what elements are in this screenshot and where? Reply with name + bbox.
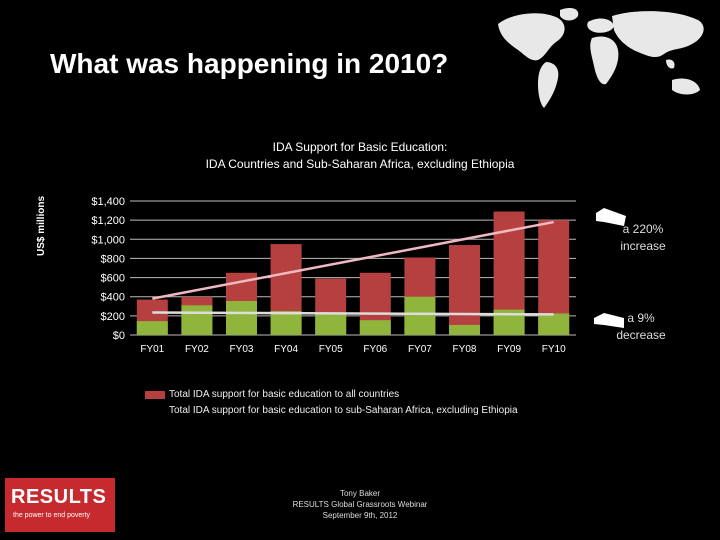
arrow-icon xyxy=(594,313,624,328)
y-tick-label: $200 xyxy=(101,311,125,323)
chart-title: IDA Support for Basic Education: xyxy=(272,140,448,154)
credit-event: RESULTS Global Grassroots Webinar xyxy=(292,500,428,509)
logo-tagline: the power to end poverty xyxy=(13,512,91,519)
presenter-credit: Tony Baker RESULTS Global Grassroots Web… xyxy=(260,488,460,521)
slide-title: What was happening in 2010? xyxy=(50,48,449,79)
chart-legend: Total IDA support for basic education to… xyxy=(145,387,518,419)
legend-label-total: Total IDA support for basic education to… xyxy=(169,389,400,400)
bar-ssa xyxy=(270,311,302,335)
chart-title-block: IDA Support for Basic Education: IDA Cou… xyxy=(120,139,600,173)
legend-swatch-total xyxy=(145,391,165,399)
y-tick-label: $400 xyxy=(101,292,125,304)
bar-ssa xyxy=(538,313,570,335)
x-tick-label: FY07 xyxy=(408,344,432,355)
y-tick-label: $1,400 xyxy=(91,196,125,208)
chart-subtitle: IDA Countries and Sub-Saharan Africa, ex… xyxy=(205,157,515,171)
y-tick-label: $0 xyxy=(113,330,125,342)
x-tick-label: FY03 xyxy=(230,344,254,355)
x-tick-label: FY01 xyxy=(140,344,164,355)
bar-total xyxy=(449,245,480,335)
world-map-icon xyxy=(498,8,704,108)
bar-ssa xyxy=(449,324,480,335)
x-tick-label: FY09 xyxy=(497,344,521,355)
y-tick-label: $1,200 xyxy=(91,215,125,227)
y-tick-label: $800 xyxy=(101,253,125,265)
x-tick-label: FY06 xyxy=(363,344,387,355)
legend-item-ssa: Total IDA support for basic education to… xyxy=(145,403,518,419)
credit-name: Tony Baker xyxy=(339,489,381,498)
x-tick-label: FY08 xyxy=(453,344,477,355)
annotation-decrease: a 9% decrease xyxy=(616,311,666,342)
bar-ssa xyxy=(359,320,391,335)
legend-swatch-ssa xyxy=(145,407,165,415)
bar-ssa xyxy=(136,321,168,335)
logo-wordmark: RESULTS xyxy=(11,486,107,508)
bar-ssa xyxy=(315,312,347,335)
results-logo: RESULTS the power to end poverty xyxy=(5,478,115,532)
trend-line-total xyxy=(152,220,554,300)
x-tick-label: FY04 xyxy=(274,344,298,355)
arrow-icon xyxy=(596,208,626,226)
y-tick-label: $600 xyxy=(101,273,125,285)
y-axis-title: US$ millions xyxy=(36,195,47,256)
credit-date: September 9th, 2012 xyxy=(322,511,398,520)
x-tick-label: FY10 xyxy=(542,344,566,355)
x-tick-label: FY02 xyxy=(185,344,209,355)
bar-ssa xyxy=(404,296,436,335)
annotation-increase: a 220% increase xyxy=(620,222,666,253)
bar-ssa xyxy=(226,301,257,335)
x-tick-label: FY05 xyxy=(319,344,343,355)
trend-line-ssa xyxy=(152,311,554,316)
bar-ssa xyxy=(181,305,213,335)
y-tick-label: $1,000 xyxy=(91,234,125,246)
legend-label-ssa: Total IDA support for basic education to… xyxy=(169,405,518,416)
legend-item-total: Total IDA support for basic education to… xyxy=(145,387,518,403)
